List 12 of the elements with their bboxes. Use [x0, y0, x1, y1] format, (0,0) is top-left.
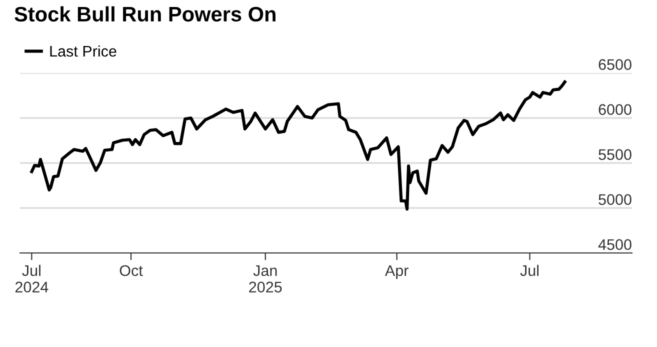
y-tick-label: 4500 — [598, 239, 632, 250]
x-tick-label: Jan 2025 — [249, 265, 282, 292]
chart-title: Stock Bull Run Powers On — [14, 6, 276, 22]
y-tick-label: 5500 — [598, 149, 632, 160]
y-tick-label: 5000 — [598, 194, 632, 205]
x-tick-label: Jul 2024 — [15, 264, 48, 292]
y-tick-label: 6000 — [598, 104, 632, 115]
y-tick-label: 6500 — [598, 59, 632, 70]
x-tick-label: Apr — [384, 265, 408, 280]
x-tick-label: Jul — [520, 264, 538, 276]
legend-label: Last Price — [50, 45, 116, 57]
x-tick-label: Oct — [120, 265, 143, 276]
